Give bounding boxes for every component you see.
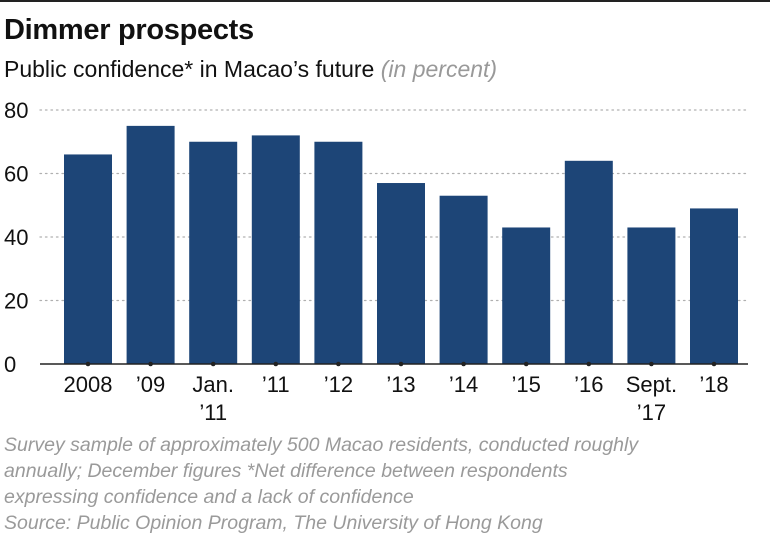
x-tick-label-4: ’12 bbox=[324, 372, 353, 397]
x-tick-dot-8 bbox=[587, 362, 592, 367]
chart-notes: Survey sample of approximately 500 Macao… bbox=[4, 432, 766, 536]
x-tick-label-2-line-2: ’11 bbox=[199, 400, 227, 425]
x-tick-label-9-line-2: ’17 bbox=[637, 400, 666, 425]
bar-2 bbox=[189, 142, 237, 364]
bar-3 bbox=[252, 135, 300, 364]
y-tick-label-20: 20 bbox=[4, 289, 28, 314]
source-line: Source: Public Opinion Program, The Univ… bbox=[4, 510, 766, 536]
x-tick-dot-7 bbox=[524, 362, 529, 367]
x-tick-label-1: ’09 bbox=[136, 372, 165, 397]
x-tick-label-8: ’16 bbox=[574, 372, 603, 397]
note-line-1: Survey sample of approximately 500 Macao… bbox=[4, 432, 766, 458]
bar-8 bbox=[565, 161, 613, 364]
bar-10 bbox=[690, 208, 738, 364]
x-tick-dot-5 bbox=[399, 362, 404, 367]
note-line-3: expressing confidence and a lack of conf… bbox=[4, 484, 766, 510]
x-tick-dot-10 bbox=[712, 362, 717, 367]
x-tick-label-3: ’11 bbox=[262, 372, 290, 397]
x-tick-label-10: ’18 bbox=[699, 372, 728, 397]
bar-5 bbox=[377, 183, 425, 364]
bar-0 bbox=[64, 154, 112, 364]
note-line-2: annually; December figures *Net differen… bbox=[4, 458, 766, 484]
bar-1 bbox=[127, 126, 175, 364]
x-tick-dot-9 bbox=[649, 362, 654, 367]
x-tick-label-9-line-1: Sept. bbox=[626, 372, 677, 397]
x-tick-label-7: ’15 bbox=[512, 372, 541, 397]
y-tick-label-60: 60 bbox=[4, 162, 28, 187]
x-tick-label-2-line-1: Jan. bbox=[192, 372, 234, 397]
x-tick-dot-0 bbox=[86, 362, 91, 367]
x-tick-dot-3 bbox=[274, 362, 279, 367]
bar-4 bbox=[314, 142, 362, 364]
y-tick-label-80: 80 bbox=[4, 98, 28, 123]
x-tick-label-5: ’13 bbox=[386, 372, 415, 397]
x-tick-dot-1 bbox=[148, 362, 153, 367]
x-tick-label-6: ’14 bbox=[449, 372, 478, 397]
y-tick-label-40: 40 bbox=[4, 225, 28, 250]
y-tick-label-0: 0 bbox=[4, 352, 16, 377]
x-tick-label-0: 2008 bbox=[64, 372, 113, 397]
bar-9 bbox=[627, 227, 675, 364]
x-tick-dot-6 bbox=[461, 362, 466, 367]
x-tick-dot-4 bbox=[336, 362, 341, 367]
x-tick-dot-2 bbox=[211, 362, 216, 367]
bar-6 bbox=[440, 196, 488, 364]
bar-7 bbox=[502, 227, 550, 364]
bar-chart: 0 20 40 60 80 2008 ’09 Jan. ’11 ’11 ’12 ’13 ’14 ’15 ’1… bbox=[0, 0, 770, 430]
